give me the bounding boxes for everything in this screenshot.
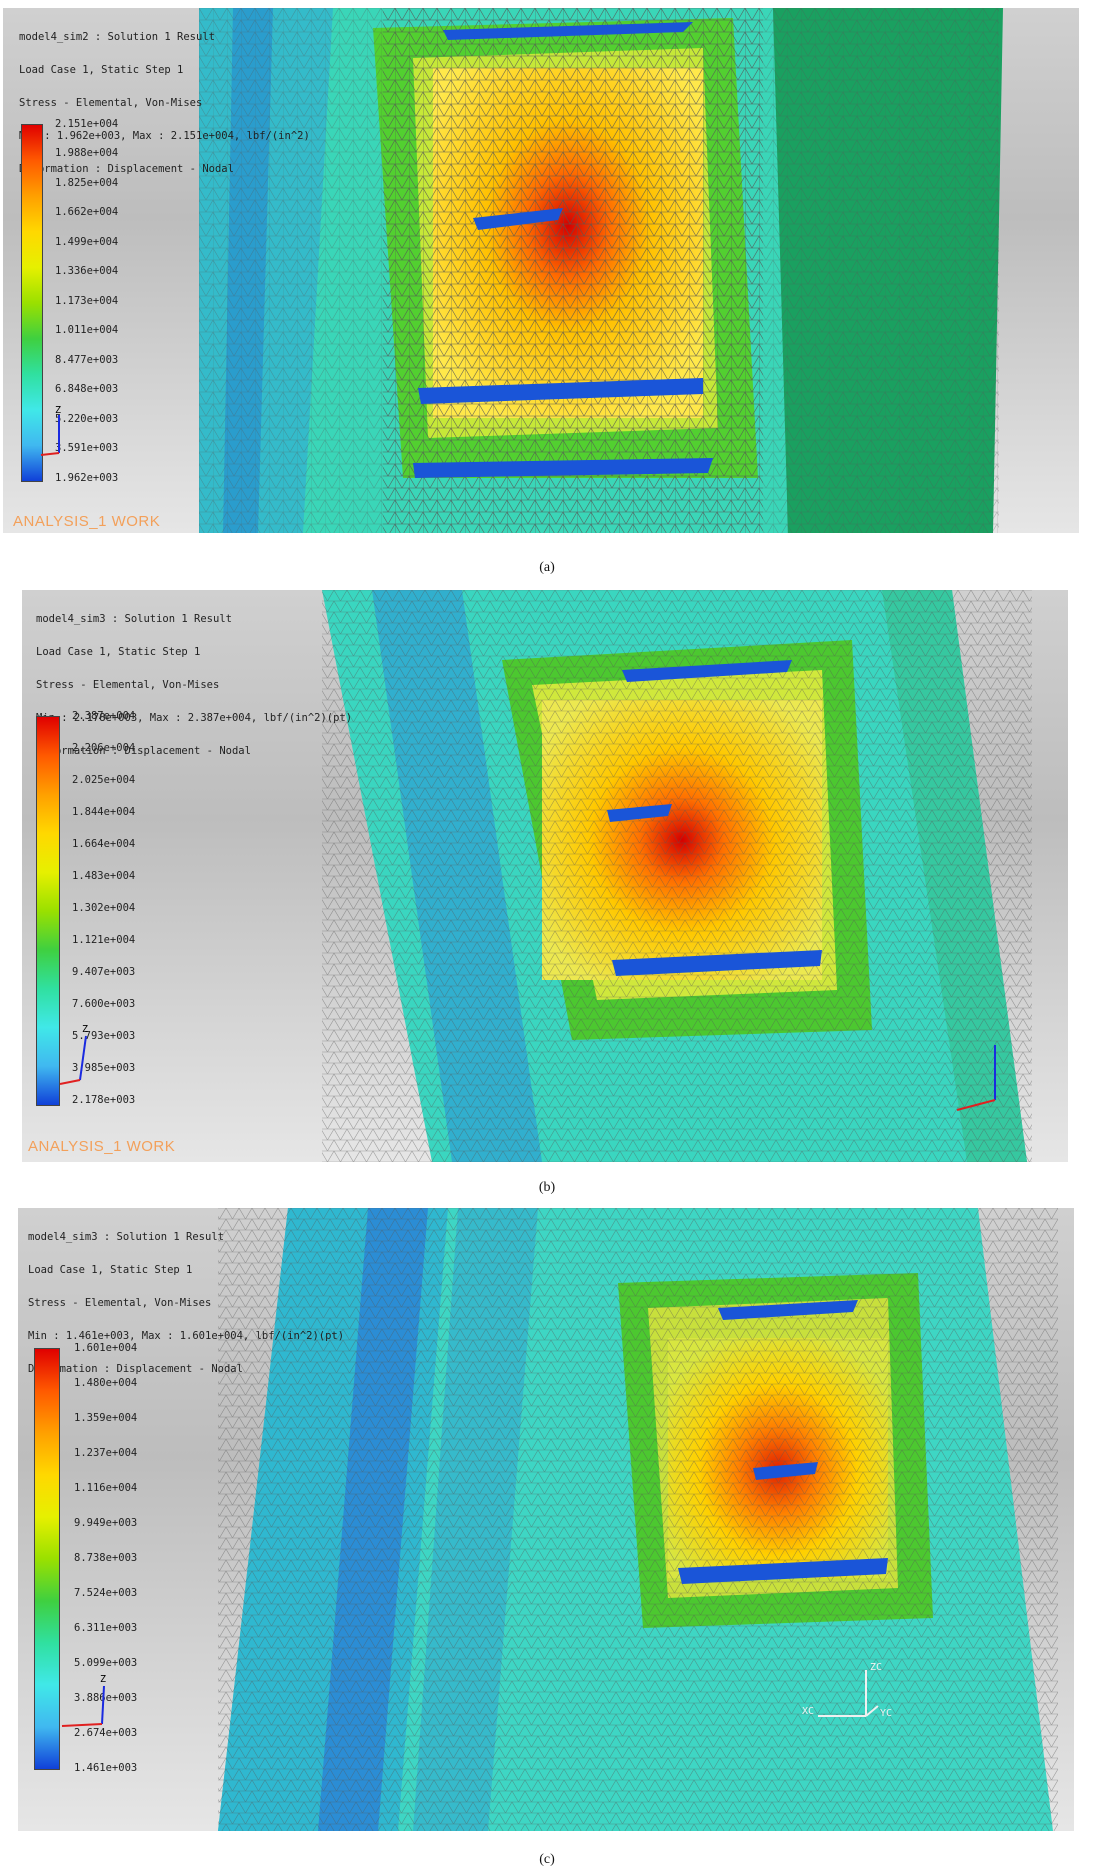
work-label: ANALYSIS_1 WORK <box>28 1138 176 1155</box>
result-panel-c: ZC XC YC model4_sim3 : Solution 1 Result… <box>18 1208 1074 1831</box>
legend-tick: 1.988e+004 <box>55 147 119 159</box>
legend-tick: 1.601e+004 <box>74 1342 138 1354</box>
legend-tick: 2.025e+004 <box>72 774 136 786</box>
legend-color-bar <box>21 124 43 482</box>
legend-tick: 1.461e+003 <box>74 1762 138 1774</box>
triad-yc-label: YC <box>880 1708 892 1719</box>
axis-triad-icon: Z <box>59 1024 88 1085</box>
triad-zc-label: ZC <box>870 1662 882 1673</box>
axis-triad-icon: Z <box>61 1674 106 1727</box>
legend-tick: 1.962e+003 <box>55 472 119 484</box>
legend-tick: 1.483e+004 <box>72 870 136 882</box>
legend-tick: 1.011e+004 <box>55 324 119 336</box>
header-line: Min : 1.962e+003, Max : 2.151e+004, lbf/… <box>19 130 310 142</box>
result-panel-b: model4_sim3 : Solution 1 Result Load Cas… <box>22 590 1068 1162</box>
legend-tick: 1.237e+004 <box>74 1447 138 1459</box>
legend-tick: 1.480e+004 <box>74 1377 138 1389</box>
legend-tick: 1.662e+004 <box>55 206 119 218</box>
fea-model-view-a <box>199 8 1003 533</box>
legend-tick: 1.499e+004 <box>55 236 119 248</box>
fea-model-view-b <box>322 590 1032 1162</box>
legend-tick: 5.220e+003 <box>55 413 119 425</box>
legend-tick: 1.173e+004 <box>55 295 119 307</box>
legend-tick: 2.206e+004 <box>72 742 136 754</box>
legend-tick: 2.674e+003 <box>74 1727 138 1739</box>
legend-tick: 6.311e+003 <box>74 1622 138 1634</box>
caption-a: (a) <box>539 560 555 575</box>
legend-tick: 1.844e+004 <box>72 806 136 818</box>
header-line: model4_sim3 : Solution 1 Result <box>36 613 232 625</box>
legend-tick: 3.985e+003 <box>72 1062 136 1074</box>
legend-tick: 7.524e+003 <box>74 1587 138 1599</box>
work-label: ANALYSIS_1 WORK <box>13 513 161 530</box>
legend-tick: 1.116e+004 <box>74 1482 138 1494</box>
triad-z-label: Z <box>55 405 61 416</box>
legend-tick: 2.151e+004 <box>55 118 119 130</box>
legend-tick: 6.848e+003 <box>55 383 119 395</box>
triad-z-label: Z <box>82 1024 88 1035</box>
result-header: model4_sim2 : Solution 1 Result Load Cas… <box>19 10 310 197</box>
header-line: Load Case 1, Static Step 1 <box>28 1264 193 1276</box>
legend-tick: 1.336e+004 <box>55 265 119 277</box>
caption-b: (b) <box>538 1180 556 1195</box>
legend-tick: 8.477e+003 <box>55 354 119 366</box>
header-line: Deformation : Displacement - Nodal <box>36 745 251 757</box>
legend-tick: 5.793e+003 <box>72 1030 136 1042</box>
legend-tick: 1.359e+004 <box>74 1412 138 1424</box>
header-line: Deformation : Displacement - Nodal <box>28 1363 243 1375</box>
result-header: model4_sim3 : Solution 1 Result Load Cas… <box>36 592 352 779</box>
legend-tick: 1.302e+004 <box>72 902 136 914</box>
header-line: Deformation : Displacement - Nodal <box>19 163 234 175</box>
axis-triad-icon: Z <box>40 405 61 456</box>
legend-tick: 1.664e+004 <box>72 838 136 850</box>
header-line: Stress - Elemental, Von-Mises <box>28 1297 212 1309</box>
header-line: Stress - Elemental, Von-Mises <box>19 97 203 109</box>
fea-model-view-c: ZC XC YC <box>218 1208 1058 1831</box>
caption-c: (c) <box>539 1852 555 1867</box>
legend-tick: 9.949e+003 <box>74 1517 138 1529</box>
header-line: Load Case 1, Static Step 1 <box>19 64 184 76</box>
result-header: model4_sim3 : Solution 1 Result Load Cas… <box>28 1210 344 1397</box>
triad-z-label: Z <box>100 1674 106 1685</box>
legend-tick: 9.407e+003 <box>72 966 136 978</box>
header-line: model4_sim2 : Solution 1 Result <box>19 31 215 43</box>
legend-tick: 3.886e+003 <box>74 1692 138 1704</box>
result-panel-a: model4_sim2 : Solution 1 Result Load Cas… <box>3 8 1079 533</box>
legend-tick: 2.178e+003 <box>72 1094 136 1106</box>
legend-color-bar <box>34 1348 60 1770</box>
legend-tick: 8.738e+003 <box>74 1552 138 1564</box>
legend-tick: 5.099e+003 <box>74 1657 138 1669</box>
legend-color-bar <box>36 716 60 1106</box>
header-line: Load Case 1, Static Step 1 <box>36 646 201 658</box>
header-line: model4_sim3 : Solution 1 Result <box>28 1231 224 1243</box>
legend-tick: 1.825e+004 <box>55 177 119 189</box>
header-line: Min : 1.461e+003, Max : 1.601e+004, lbf/… <box>28 1330 345 1342</box>
legend-tick: 7.600e+003 <box>72 998 136 1010</box>
legend-tick: 3.591e+003 <box>55 442 119 454</box>
header-line: Stress - Elemental, Von-Mises <box>36 679 220 691</box>
legend-tick: 1.121e+004 <box>72 934 136 946</box>
legend-tick: 2.387e+004 <box>72 710 136 722</box>
triad-xc-label: XC <box>802 1706 814 1717</box>
